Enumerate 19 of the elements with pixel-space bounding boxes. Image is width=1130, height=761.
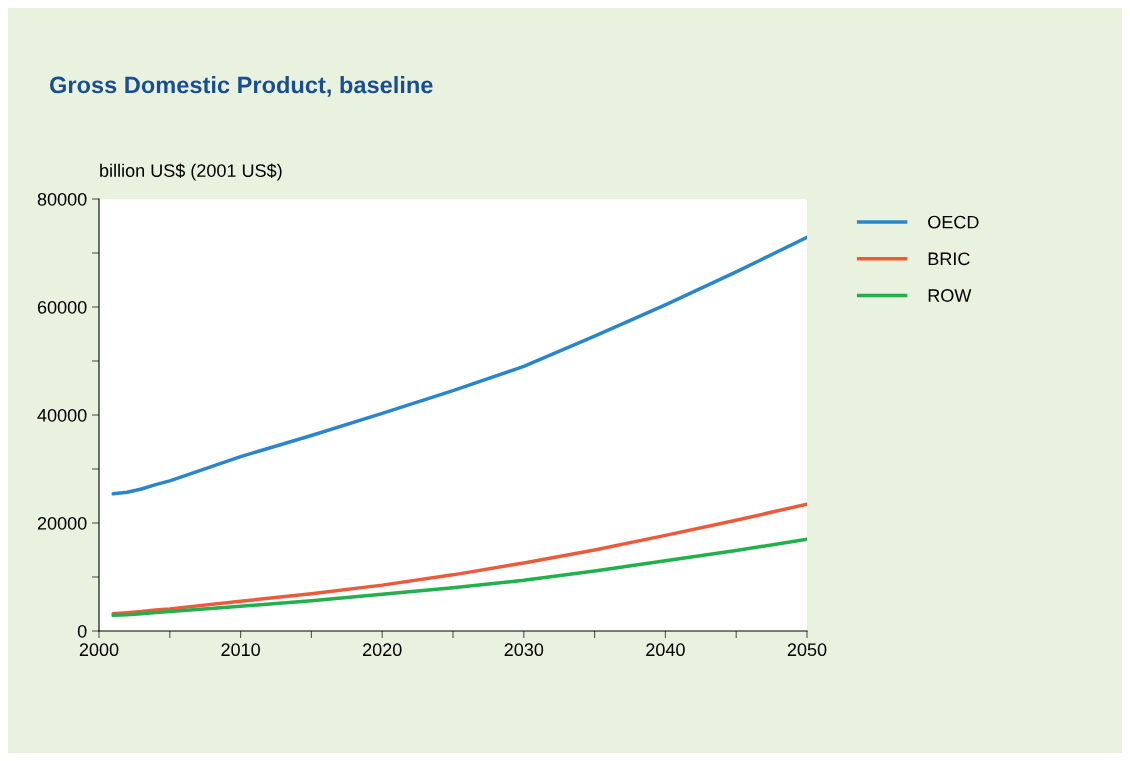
legend-label: OECD (928, 215, 979, 229)
y-tick-label: 0 (77, 624, 87, 638)
x-tick-label: 2040 (646, 643, 685, 657)
x-tick-label: 2050 (787, 643, 827, 657)
y-tick-label: 20000 (37, 516, 87, 530)
y-tick-label: 60000 (37, 300, 87, 314)
legend-label: BRIC (928, 252, 970, 266)
x-tick-label: 2000 (79, 643, 119, 657)
y-tick-label: 40000 (37, 408, 87, 422)
x-tick-label: 2010 (221, 643, 260, 657)
y-axis-title: billion US$ (2001 US$) (100, 163, 282, 181)
line-series (111, 537, 807, 618)
x-tick-label: 2030 (504, 643, 544, 657)
x-tick-label: 2020 (363, 643, 402, 657)
line-series (111, 235, 807, 496)
line-series (111, 502, 807, 616)
chart-title: Gross Domestic Product, baseline (49, 76, 433, 97)
y-tick-label: 80000 (37, 192, 87, 206)
legend-label: ROW (928, 289, 972, 302)
